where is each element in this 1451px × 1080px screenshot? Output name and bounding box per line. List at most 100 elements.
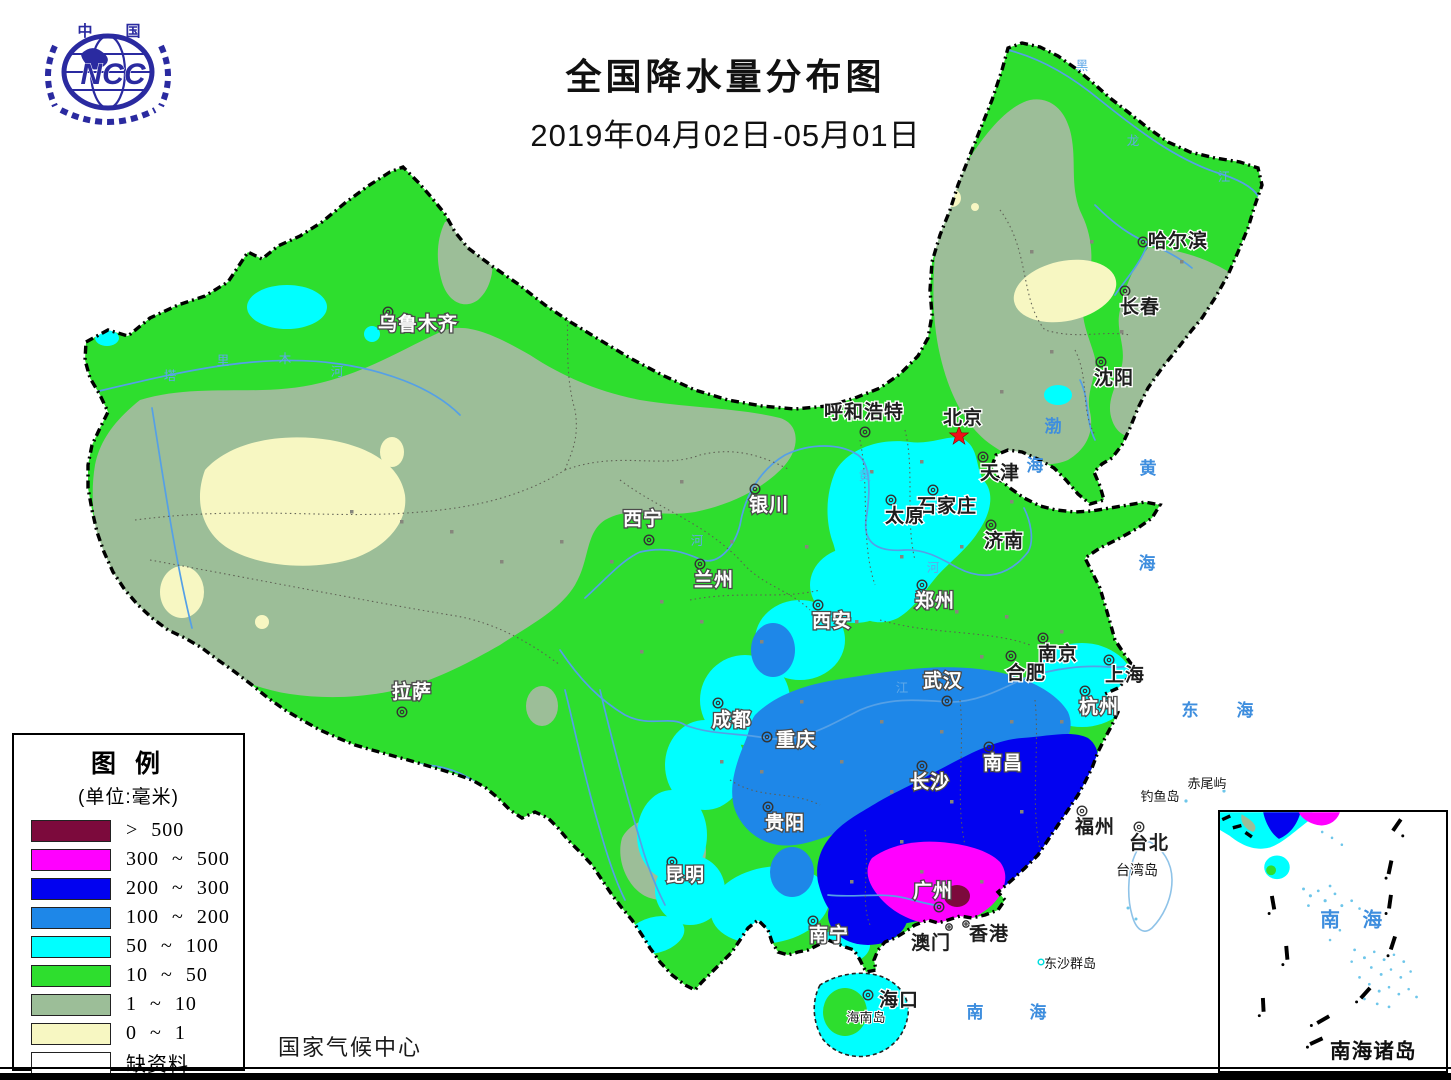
city-label: 银川: [749, 493, 789, 516]
city-marker-inner: [964, 922, 968, 926]
city-label: 香港: [968, 923, 1009, 945]
city-label: 福州: [1074, 815, 1115, 838]
city-marker-inner: [865, 992, 871, 998]
city-marker-icon: [945, 923, 953, 931]
page-title: 全国降水量分布图: [565, 56, 886, 97]
inset-island-dots: [1302, 830, 1418, 1009]
city-marker-icon: [762, 801, 774, 813]
city-label: 哈尔滨: [1148, 229, 1208, 252]
legend-item: 1 ~ 10: [14, 990, 243, 1019]
legend-swatch: [31, 848, 111, 871]
river-label: 龙: [1127, 134, 1140, 148]
city-太原: 太原: [884, 494, 925, 528]
city-杭州: 杭州: [1078, 685, 1119, 719]
city-label: 郑州: [915, 590, 955, 612]
legend-item: 100 ~ 200: [14, 903, 243, 932]
city-天津: 天津: [977, 451, 1020, 485]
city-福州: 福州: [1073, 805, 1115, 839]
city-哈尔滨: 哈尔滨: [1137, 228, 1208, 253]
city-marker-icon: [666, 856, 678, 868]
city-北京: 北京: [942, 405, 983, 445]
taiwan-island-outline: [1127, 840, 1173, 932]
legend-label: 200 ~ 300: [126, 877, 230, 899]
sea-label: 南: [967, 1002, 984, 1022]
city-marker-inner: [1136, 824, 1142, 830]
city-marker-inner: [752, 486, 758, 492]
city-label: 长春: [1120, 295, 1160, 318]
island-label: 东沙群岛: [1044, 956, 1096, 971]
city-合肥: 合肥: [1005, 650, 1046, 685]
city-香港: 香港: [962, 920, 1009, 946]
city-marker-inner: [815, 602, 821, 608]
beijing-star-icon: [948, 425, 970, 445]
city-marker-icon: [1103, 654, 1115, 666]
city-marker-inner: [930, 487, 936, 493]
city-marker-icon: [643, 534, 655, 546]
city-marker-icon: [862, 989, 874, 1001]
city-marker-icon: [1005, 650, 1017, 662]
legend-item: 0 ~ 1: [14, 1019, 243, 1048]
legend-label: 缺资料: [126, 1054, 189, 1076]
city-label: 太原: [885, 504, 925, 527]
city-marker-inner: [1106, 657, 1112, 663]
city-marker-icon: [761, 731, 773, 743]
island-label: 赤尾屿: [1187, 776, 1226, 791]
island-label: 钓鱼岛: [1140, 789, 1179, 804]
legend-item: > 500: [14, 816, 243, 845]
city-label: 长沙: [910, 771, 950, 793]
inset-sea-label: 海: [1362, 908, 1382, 931]
city-marker-icon: [933, 901, 945, 913]
city-成都: 成都: [711, 697, 752, 732]
city-label: 拉萨: [392, 680, 432, 703]
city-label: 合肥: [1006, 661, 1046, 684]
regions-0-1: [160, 189, 1117, 629]
city-marker-inner: [399, 709, 405, 715]
city-银川: 银川: [748, 483, 789, 517]
city-marker-icon: [962, 920, 970, 928]
city-marker-icon: [807, 915, 819, 927]
river-label: 黄: [859, 469, 872, 483]
inset-sea-label: 南: [1320, 909, 1340, 931]
city-marker-inner: [1079, 808, 1085, 814]
city-label: 南宁: [809, 923, 849, 946]
city-marker-inner: [715, 700, 721, 706]
city-label: 成都: [712, 708, 752, 731]
city-台北: 台北: [1128, 821, 1169, 855]
legend-label: 300 ~ 500: [126, 848, 230, 870]
legend-item: 200 ~ 300: [14, 874, 243, 903]
legend-label: > 500: [126, 819, 185, 841]
city-marker-icon: [1079, 685, 1091, 697]
island-label: 台湾岛: [1116, 862, 1158, 878]
bottom-frame-thin-line: [0, 1067, 1451, 1069]
city-label: 南昌: [983, 752, 1023, 774]
river-label: 河: [331, 365, 344, 379]
sea-label: 东: [1182, 700, 1199, 720]
city-label: 乌鲁木齐: [378, 312, 458, 335]
city-武汉: 武汉: [922, 669, 963, 707]
legend-swatch: [31, 906, 111, 929]
city-label: 兰州: [694, 568, 734, 591]
sea-label: 海: [1237, 700, 1254, 720]
city-marker-icon: [977, 451, 989, 463]
city-marker-inner: [1122, 288, 1128, 294]
city-marker-icon: [1133, 821, 1145, 833]
inset-sea-label: 南海: [1320, 908, 1382, 931]
legend-item: 50 ~ 100: [14, 932, 243, 961]
city-label: 石家庄: [916, 494, 977, 517]
logo-acronym: NCC: [81, 58, 147, 91]
city-marker-icon: [916, 579, 928, 591]
city-marker-inner: [919, 582, 925, 588]
city-昆明: 昆明: [664, 856, 705, 887]
sea-labels: 渤海 黄海东 海南海: [967, 416, 1254, 1022]
city-marker-inner: [919, 763, 925, 769]
city-label: 沈阳: [1094, 366, 1134, 389]
city-石家庄: 石家庄: [915, 484, 977, 518]
nine-dash-line: [1257, 818, 1405, 1049]
legend-box: 图 例 (单位:毫米) > 500 300 ~ 500 200 ~ 300 100 ~…: [12, 733, 245, 1076]
city-marker-inner: [697, 561, 703, 567]
legend-item: 10 ~ 50: [14, 961, 243, 990]
city-marker-inner: [1098, 359, 1104, 365]
river-label: 河: [927, 561, 940, 575]
region-300-500: [867, 841, 1006, 926]
